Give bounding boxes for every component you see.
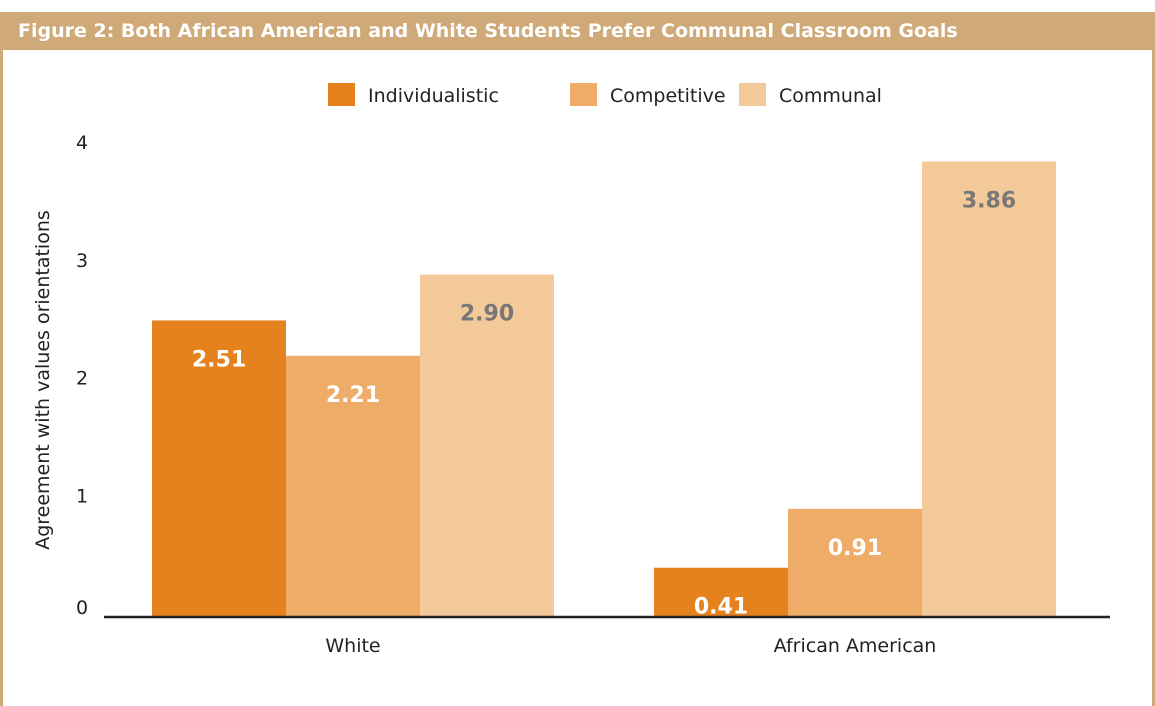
bar-communal-african-american — [922, 161, 1056, 617]
y-tick-label: 3 — [76, 250, 88, 272]
figure-frame — [0, 50, 1155, 706]
bars — [152, 161, 1056, 617]
y-tick-label: 1 — [76, 485, 88, 507]
bar-value-label: 2.51 — [192, 347, 246, 372]
bar-value-label: 2.21 — [326, 383, 380, 408]
y-axis-ticks: 0 1 2 3 4 — [76, 132, 88, 619]
legend: Individualistic Competitive Communal — [328, 83, 882, 107]
y-tick-label: 0 — [76, 597, 88, 619]
bar-competitive-african-american — [788, 508, 922, 616]
bar-competitive-white — [286, 355, 420, 616]
x-tick-label: White — [325, 635, 380, 657]
y-tick-label: 4 — [76, 132, 88, 154]
y-tick-label: 2 — [76, 368, 88, 390]
legend-label-competitive: Competitive — [610, 85, 726, 107]
legend-swatch-competitive — [570, 83, 597, 106]
x-axis-ticks: White African American — [325, 635, 936, 657]
legend-label-individualistic: Individualistic — [368, 85, 499, 107]
legend-swatch-individualistic — [328, 83, 355, 106]
bar-individualistic-african-american — [654, 567, 788, 616]
x-tick-label: African American — [774, 635, 937, 657]
legend-swatch-communal — [739, 83, 766, 106]
figure-title: Figure 2: Both African American and Whit… — [0, 12, 1155, 50]
bar-value-label: 0.91 — [828, 536, 882, 561]
bar-value-label: 2.90 — [460, 302, 514, 327]
bar-communal-white — [420, 274, 554, 616]
bar-individualistic-white — [152, 320, 286, 616]
bar-value-labels: 2.51 2.21 2.90 0.41 0.91 3.86 — [192, 188, 1016, 619]
bar-value-label: 0.41 — [694, 595, 748, 620]
legend-label-communal: Communal — [779, 85, 882, 107]
y-axis-title: Agreement with values orientations — [32, 210, 54, 550]
bar-value-label: 3.86 — [962, 188, 1016, 213]
